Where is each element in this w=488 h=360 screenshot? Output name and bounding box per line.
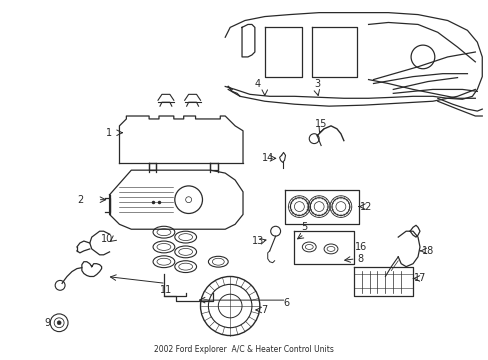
Text: 16: 16 (354, 242, 366, 252)
Text: 2: 2 (77, 195, 83, 205)
Text: 12: 12 (360, 202, 372, 212)
Text: 8: 8 (357, 254, 363, 264)
Text: 13: 13 (251, 236, 264, 246)
Text: 3: 3 (313, 78, 320, 89)
Text: 6: 6 (283, 298, 289, 308)
Circle shape (57, 321, 61, 325)
Text: 14: 14 (261, 153, 273, 163)
Text: 18: 18 (421, 246, 433, 256)
Text: 5: 5 (301, 222, 307, 232)
Text: 1: 1 (105, 128, 111, 138)
Text: 15: 15 (314, 119, 326, 129)
Text: 9: 9 (44, 318, 50, 328)
Text: 10: 10 (100, 234, 112, 244)
Text: 17: 17 (413, 274, 426, 283)
Text: 4: 4 (254, 78, 261, 89)
Text: 7: 7 (261, 305, 267, 315)
Text: 2002 Ford Explorer  A/C & Heater Control Units: 2002 Ford Explorer A/C & Heater Control … (154, 345, 333, 354)
Text: 11: 11 (160, 285, 172, 295)
